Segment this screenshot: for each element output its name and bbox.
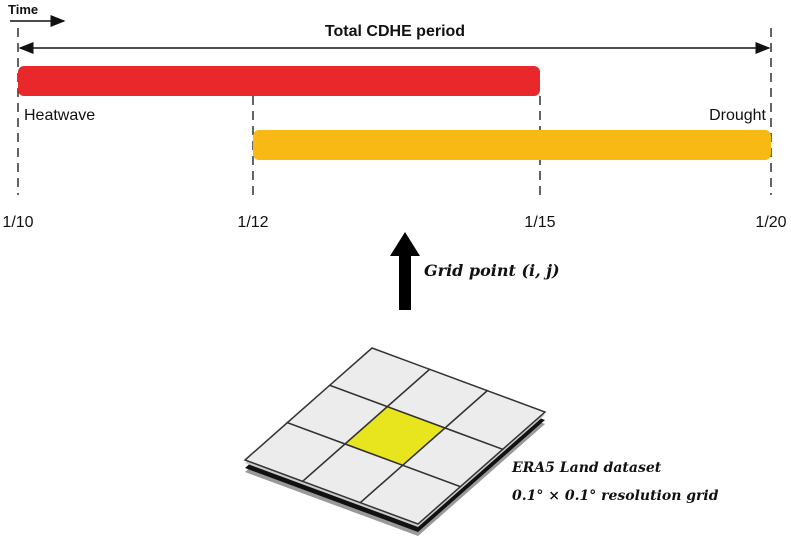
arrow-label: Grid point (i, j) (424, 261, 560, 280)
time-label: Time (8, 2, 38, 17)
grid-illustration (243, 347, 547, 536)
heatwave-bar (18, 66, 540, 96)
bar-label: Heatwave (24, 107, 95, 124)
grid-title: ERA5 Land dataset (511, 460, 662, 476)
drought-bar (253, 130, 771, 160)
grid-resolution: 0.1° × 0.1° resolution grid (512, 488, 719, 504)
date-label: 1/15 (524, 214, 555, 231)
date-label: 1/10 (2, 214, 33, 231)
date-label: 1/20 (755, 214, 786, 231)
date-label: 1/12 (237, 214, 268, 231)
grid-cell (358, 464, 462, 525)
bar-label: Drought (709, 107, 766, 124)
period-label: Total CDHE period (325, 23, 465, 40)
up-arrow (390, 232, 420, 310)
